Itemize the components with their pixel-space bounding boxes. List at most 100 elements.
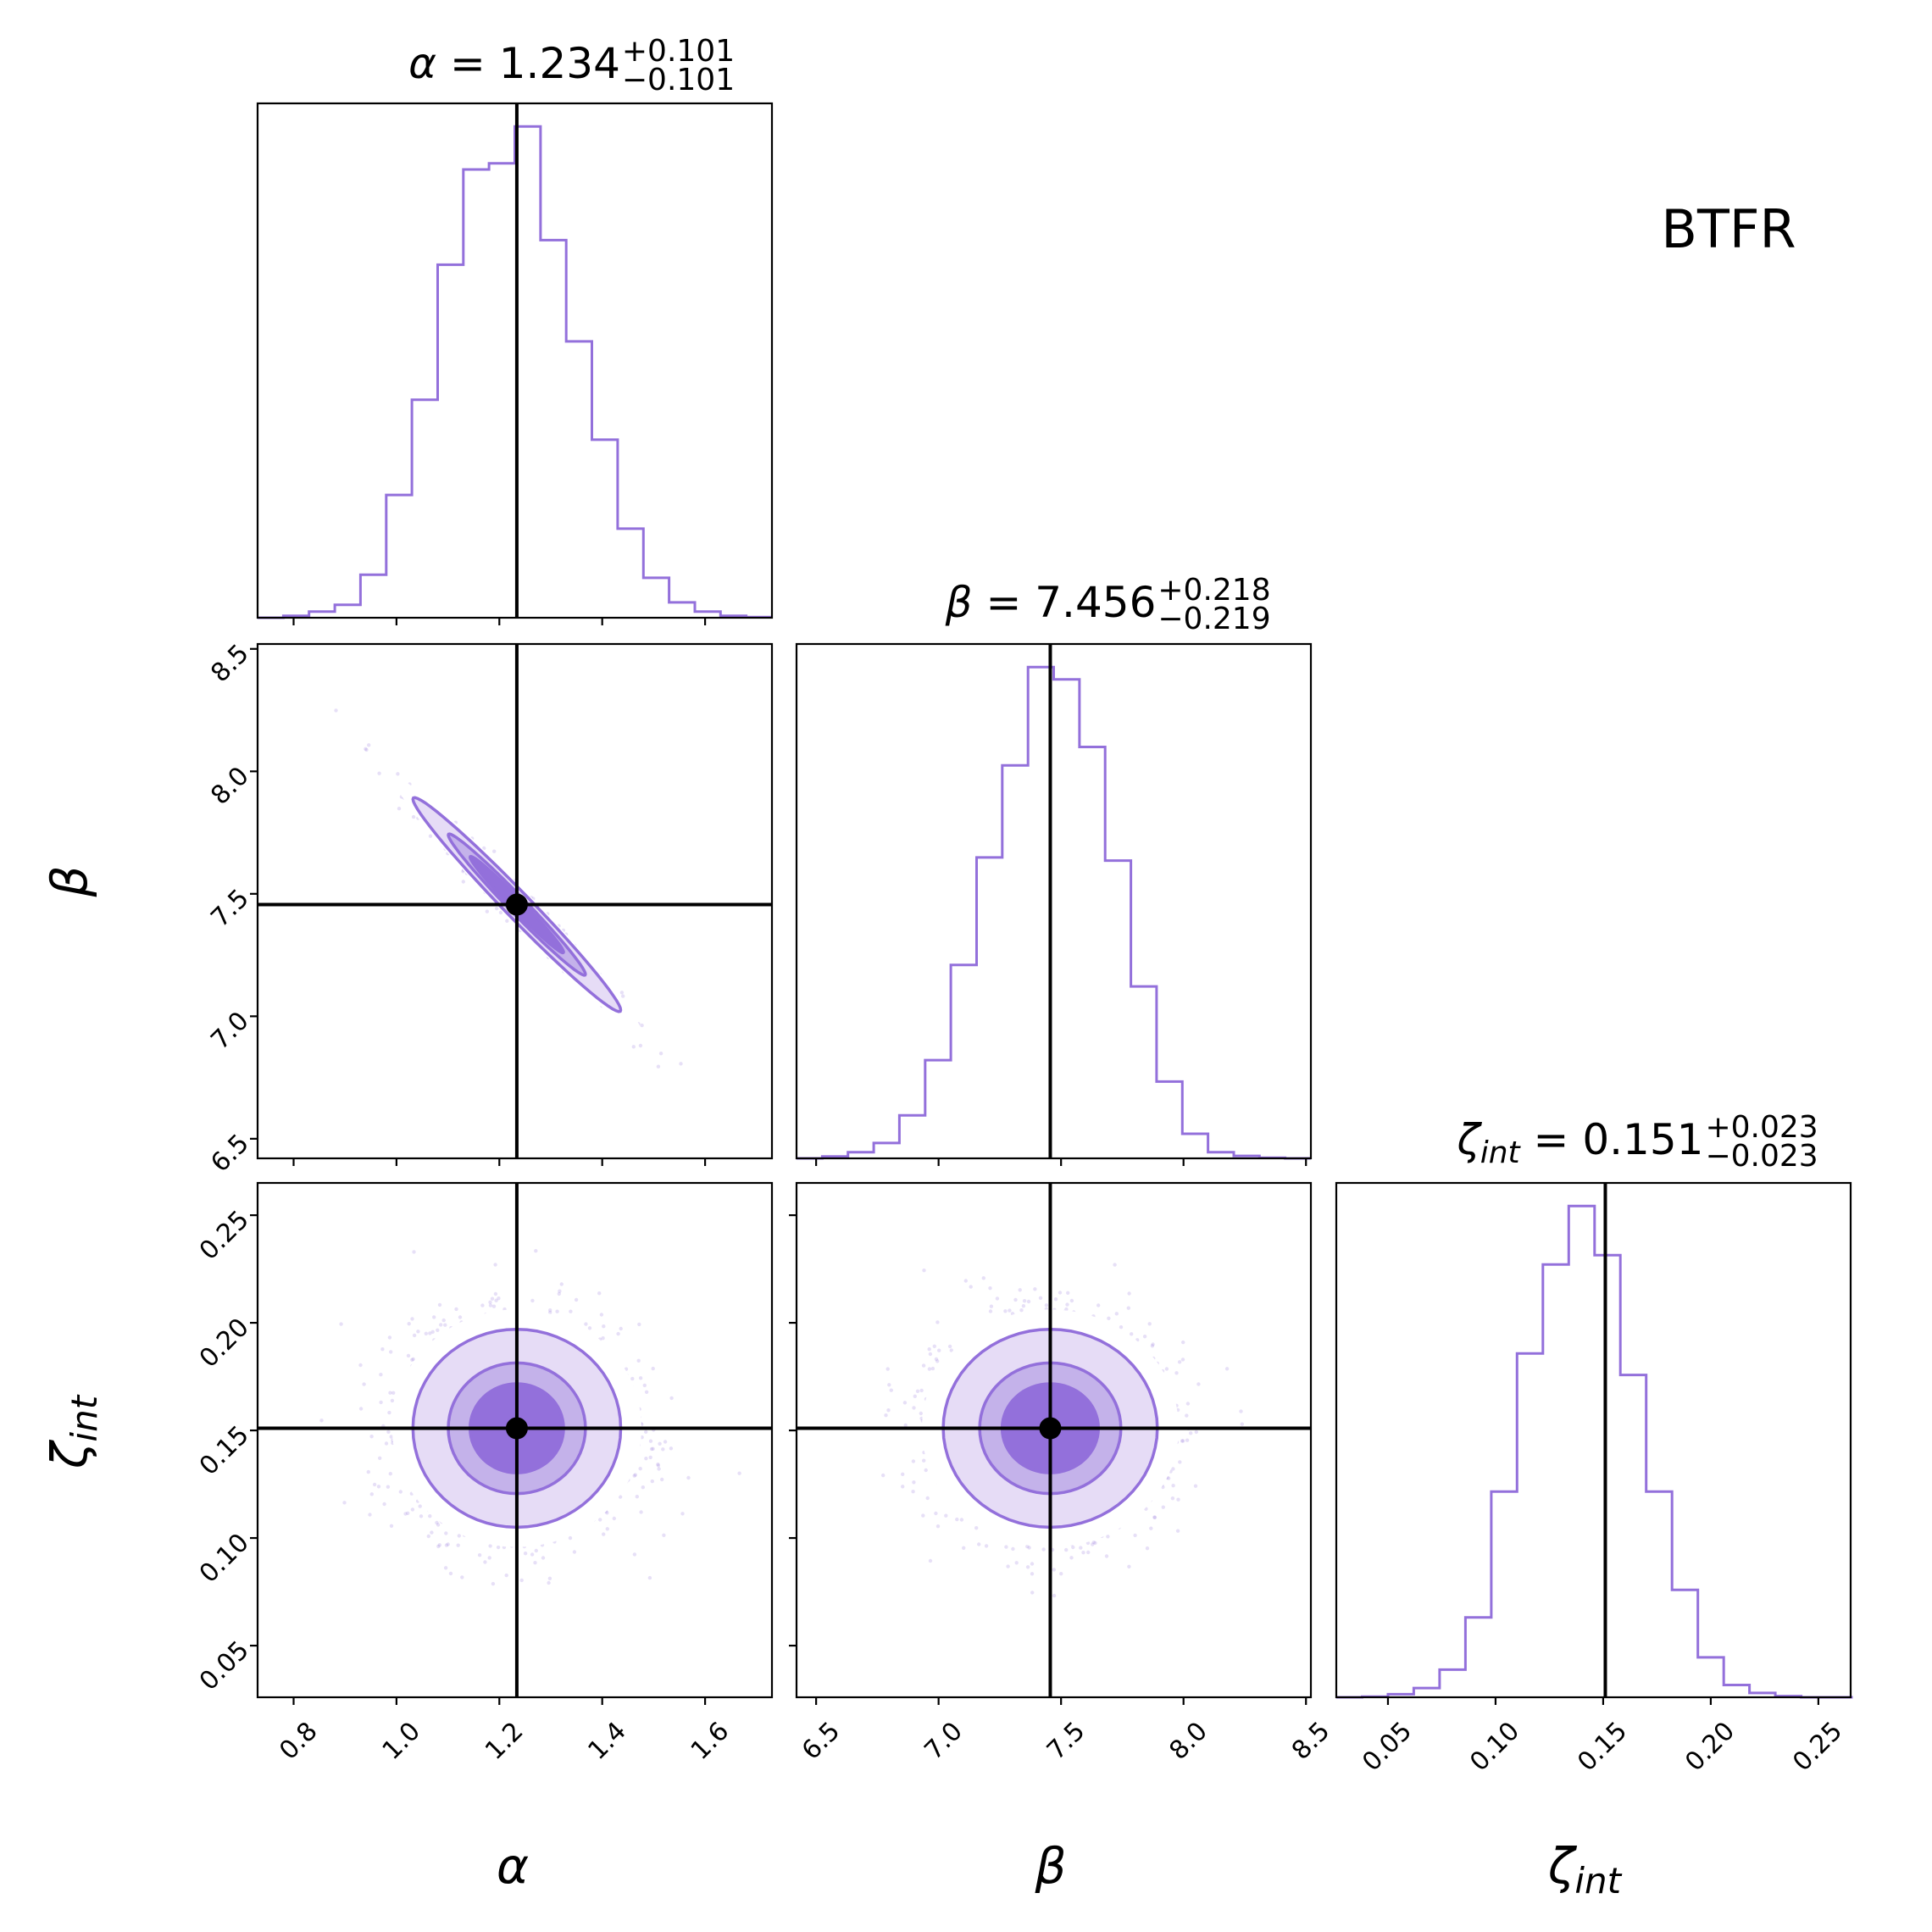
scatter-point <box>426 1534 430 1539</box>
scatter-point <box>1014 1561 1019 1565</box>
x-tick-label: 1.0 <box>377 1716 426 1765</box>
panel-frame <box>256 1181 774 1699</box>
scatter-point <box>647 1575 652 1580</box>
scatter-point <box>903 1423 908 1428</box>
scatter-point <box>1150 1344 1155 1348</box>
scatter-point <box>541 1556 546 1560</box>
scatter-point <box>391 1391 396 1396</box>
scatter-point <box>339 1322 343 1326</box>
scatter-point <box>1107 1316 1111 1321</box>
scatter-point <box>496 1545 501 1550</box>
x-tick-label: 7.0 <box>919 1716 968 1765</box>
scatter-point <box>366 1469 370 1474</box>
scatter-point <box>630 1376 635 1381</box>
scatter-point <box>436 1328 440 1333</box>
scatter-point <box>406 1353 411 1358</box>
scatter-point <box>358 1407 364 1411</box>
scatter-point <box>922 1458 926 1463</box>
scatter-point <box>1079 1546 1083 1550</box>
scatter-point <box>1147 1322 1152 1326</box>
scatter-point <box>1181 1439 1185 1443</box>
scatter-point <box>661 1447 665 1452</box>
scatter-point <box>928 1352 933 1357</box>
scatter-point <box>456 1543 460 1547</box>
ylabel-zeta-sub: int <box>64 1394 105 1441</box>
x-tick-label: 0.10 <box>1464 1716 1525 1777</box>
scatter-point <box>737 1471 741 1475</box>
scatter-point <box>498 910 503 915</box>
scatter-point <box>640 1023 644 1028</box>
histogram-0 <box>258 125 772 619</box>
scatter-point <box>919 1388 924 1393</box>
scatter-point <box>1030 1572 1035 1576</box>
contour-line <box>469 854 565 955</box>
scatter-point <box>1224 1367 1230 1371</box>
scatter-point <box>1171 1467 1175 1471</box>
scatter-point <box>1059 1572 1063 1576</box>
scatter-point <box>930 1366 935 1371</box>
scatter-point <box>1161 1505 1166 1509</box>
scatter-point <box>523 1552 528 1556</box>
scatter-point <box>963 1279 969 1283</box>
scatter-point <box>334 708 338 713</box>
scatter-point <box>495 906 499 911</box>
scatter-point <box>1013 1297 1018 1302</box>
scatter-point <box>1033 1287 1037 1291</box>
scatter-point <box>548 1308 552 1313</box>
scatter-point <box>648 1455 652 1460</box>
scatter-point <box>1133 1533 1137 1538</box>
y-tick-label: 8.0 <box>205 761 254 810</box>
scatter-point <box>605 1527 609 1531</box>
scatter-point <box>977 1542 981 1546</box>
scatter-point <box>1164 1367 1169 1371</box>
scatter-point <box>922 1269 926 1273</box>
scatter-point <box>483 1560 487 1564</box>
scatter-point <box>1027 1546 1031 1550</box>
panel-frame <box>795 1181 1313 1699</box>
scatter-point <box>601 1336 605 1341</box>
scatter-point <box>656 1064 661 1069</box>
scatter-point <box>412 1333 417 1338</box>
scatter-point <box>631 1045 636 1049</box>
scatter-point <box>1022 1299 1027 1303</box>
contour-line <box>411 796 623 1013</box>
scatter-point <box>342 1501 347 1505</box>
scatter-point <box>1152 1515 1157 1519</box>
scatter-point <box>1130 1332 1134 1336</box>
scatter-point <box>369 1435 374 1439</box>
title-alpha-minus: −0.101 <box>622 63 735 97</box>
scatter-point <box>492 849 497 853</box>
scatter-point <box>1018 1288 1022 1292</box>
scatter-point <box>911 1490 915 1494</box>
scatter-point <box>669 1446 674 1451</box>
scatter-point <box>1038 1296 1043 1301</box>
scatter-point <box>460 1575 464 1579</box>
scatter-point <box>605 1511 609 1515</box>
scatter-point <box>485 909 489 913</box>
title-beta-symbol: β <box>945 578 973 627</box>
scatter-point <box>574 1297 579 1302</box>
scatter-point <box>989 1304 994 1308</box>
scatter-point <box>901 1472 905 1477</box>
scatter-point <box>632 1474 636 1478</box>
scatter-point <box>364 747 369 752</box>
scatter-point <box>656 1462 660 1467</box>
scatter-point <box>448 1571 453 1576</box>
scatter-point <box>651 1366 655 1371</box>
scatter-point <box>555 1309 559 1313</box>
scatter-point <box>443 1323 447 1327</box>
scatter-point <box>619 1326 623 1331</box>
title-alpha: α = 1.234 <box>408 39 620 88</box>
title-zeta: ζint = 0.151 <box>1457 1115 1704 1170</box>
x-tick-label: 1.2 <box>480 1716 529 1765</box>
scatter-point <box>1152 1515 1158 1520</box>
y-tick-label: 0.05 <box>194 1635 255 1696</box>
title-alpha-value: 1.234 <box>499 39 620 88</box>
xlabel-alpha: α <box>497 1837 529 1895</box>
scatter-point <box>1113 1263 1117 1267</box>
scatter-point <box>669 1396 674 1401</box>
scatter-point <box>428 834 433 838</box>
ylabel-zeta: ζint <box>41 1394 105 1469</box>
scatter-point <box>658 1441 662 1446</box>
scatter-point <box>376 1485 381 1489</box>
